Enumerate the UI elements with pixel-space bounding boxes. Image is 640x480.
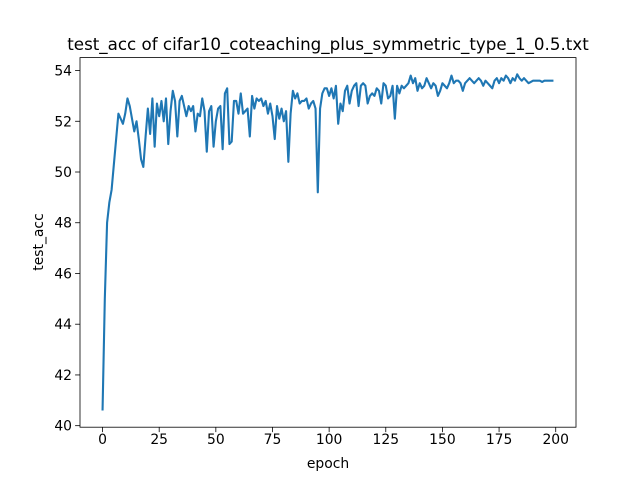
chart-title: test_acc of cifar10_coteaching_plus_symm… [67,34,589,55]
y-tick-label: 42 [54,368,72,384]
y-axis-label: test_acc [31,213,47,270]
x-tick-label: 125 [373,432,400,448]
y-tick-label: 46 [54,266,72,282]
y-tick-label: 48 [54,216,72,232]
x-tick-label: 75 [264,432,282,448]
x-tick-label: 25 [150,432,168,448]
x-tick-label: 200 [542,432,569,448]
data-line [101,73,554,411]
x-tick-label: 175 [486,432,513,448]
y-tick-label: 50 [54,165,72,181]
y-tick-label: 52 [54,114,72,130]
x-tick-label: 0 [98,432,107,448]
y-tick-label: 40 [54,419,72,435]
x-tick-label: 150 [429,432,456,448]
x-axis-label: epoch [307,456,349,472]
x-tick-label: 100 [316,432,343,448]
y-tick-label: 44 [54,317,72,333]
x-tick-label: 50 [207,432,225,448]
y-tick-label: 54 [54,64,72,80]
axes-frame [79,57,577,428]
